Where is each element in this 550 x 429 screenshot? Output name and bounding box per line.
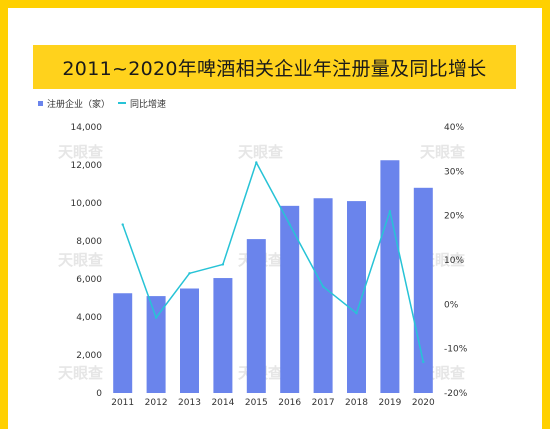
y-left-tick-label: 0 [96,389,102,399]
x-tick-label: 2016 [278,398,301,408]
x-tick-label: 2014 [211,398,234,408]
bar [280,205,300,393]
bar [113,293,133,393]
watermark-text: 天眼查 [420,143,466,161]
legend-label-line: 同比增速 [130,99,167,110]
bar [146,296,166,393]
bar [380,160,400,393]
bar [313,198,333,393]
growth-point [355,312,358,315]
title-banner: 2011~2020年啤酒相关企业年注册量及同比增长 [33,45,516,89]
y-left-tick-label: 14,000 [71,123,103,133]
y-left-tick-label: 6,000 [76,275,102,285]
x-tick-label: 2015 [245,398,268,408]
bar [213,278,233,393]
y-right-tick-label: 20% [444,212,464,222]
y-left-tick-label: 12,000 [71,161,103,171]
y-left-tick-label: 10,000 [71,199,103,209]
y-right-tick-label: 40% [444,123,464,133]
bar [246,239,266,393]
legend-label-bar: 注册企业（家） [47,99,111,110]
y-right-tick-label: -10% [444,345,468,355]
growth-point [188,272,191,275]
x-tick-label: 2013 [178,398,201,408]
watermark-text: 天眼查 [238,143,284,161]
x-tick-label: 2017 [312,398,335,408]
x-tick-label: 2011 [111,398,134,408]
watermark-text: 天眼查 [58,364,104,382]
legend: 注册企业（家） 同比增速 [38,96,166,110]
legend-swatch-bar [38,100,43,106]
growth-point [121,223,124,226]
growth-line [121,161,425,363]
bar [180,288,199,393]
x-tick-label: 2018 [345,398,368,408]
y-right-tick-label: -20% [444,389,468,399]
y-right-tick-label: 10% [444,256,464,266]
chart-title: 2011~2020年啤酒相关企业年注册量及同比增长 [62,57,487,80]
y-right-tick-label: 30% [444,167,464,177]
legend-swatch-line [118,102,127,104]
x-tick-label: 2019 [378,398,401,408]
y-left-tick-label: 4,000 [76,313,102,323]
growth-point [154,316,158,319]
y-left-tick-label: 2,000 [76,351,102,361]
growth-point [321,285,325,288]
x-tick-label: 2012 [145,398,168,408]
x-tick-label: 2020 [412,398,435,408]
growth-point [422,360,425,364]
bar [347,201,366,393]
y-right-tick-label: 0% [444,300,459,310]
growth-point [255,161,258,164]
growth-point [221,263,225,266]
watermark-text: 天眼查 [58,143,104,161]
growth-point [288,223,291,226]
legend-item-line: 同比增速 [118,97,166,110]
y-left-tick-label: 8,000 [76,237,102,247]
growth-point [388,210,392,213]
legend-item-bar: 注册企业（家） [38,97,110,110]
watermark-text: 天眼查 [58,251,104,269]
